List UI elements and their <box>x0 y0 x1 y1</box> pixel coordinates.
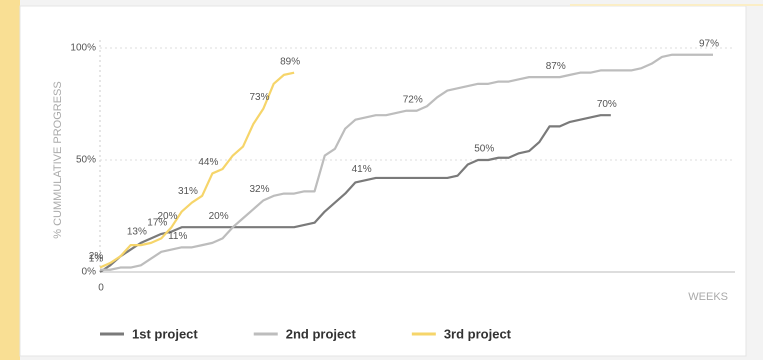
legend-label: 3rd project <box>444 326 512 341</box>
data-label: 11% <box>168 231 187 242</box>
data-label: 70% <box>597 99 617 110</box>
data-label: 2% <box>89 251 104 262</box>
panel <box>19 5 747 357</box>
data-label: 87% <box>546 61 566 72</box>
data-label: 13% <box>127 227 147 238</box>
data-label: 1% <box>89 253 104 264</box>
series-line <box>99 71 295 269</box>
accent-bar <box>0 0 20 360</box>
y-tick-label: 0% <box>82 267 97 278</box>
legend-label: 1st project <box>132 326 198 341</box>
data-label: 17% <box>147 218 167 229</box>
data-label: 73% <box>249 92 269 103</box>
data-label: 89% <box>280 56 300 67</box>
legend-label: 2nd project <box>286 326 357 341</box>
series-line <box>100 53 713 271</box>
data-label: 72% <box>403 94 423 105</box>
data-label: 20% <box>209 211 229 222</box>
y-axis-label: % CUMMULATIVE PROGRESS <box>52 81 64 239</box>
data-label: 97% <box>699 38 719 49</box>
data-label: 44% <box>198 157 218 168</box>
series-line <box>99 114 611 273</box>
x-axis-label: WEEKS <box>688 291 728 303</box>
data-label: 32% <box>249 184 269 195</box>
x-origin-label: 0 <box>98 283 104 294</box>
data-label: 50% <box>474 144 494 155</box>
y-tick-label: 100% <box>70 43 96 54</box>
data-label: 20% <box>158 211 178 222</box>
y-tick-label: 50% <box>76 155 96 166</box>
data-label: 41% <box>352 164 372 175</box>
data-label: 31% <box>178 186 198 197</box>
